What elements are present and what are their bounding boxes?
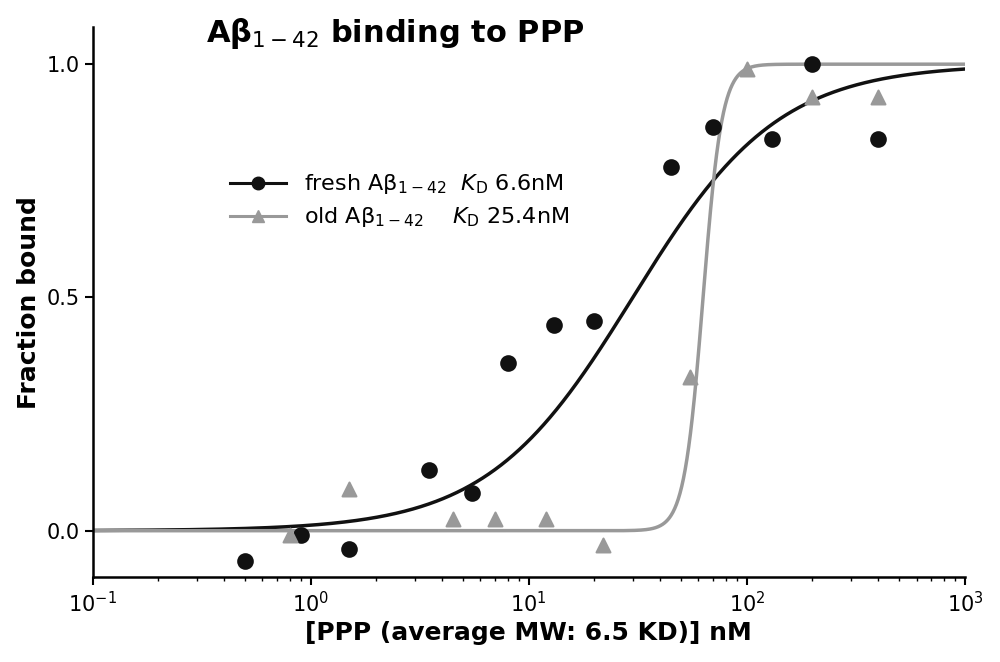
Point (804, 59, 820, 70)
Point (739, 64, 755, 74)
Point (293, 530, 309, 541)
Legend: fresh Aβ$_{1-42}$  $K_\mathrm{D}$ 6.6nM, old Aβ$_{1-42}$    $K_\mathrm{D}$ 25.4n: fresh Aβ$_{1-42}$ $K_\mathrm{D}$ 6.6nM, … (217, 159, 582, 243)
Point (421, 465, 437, 475)
Point (705, 122, 721, 132)
Point (500, 357, 516, 368)
Point (764, 134, 780, 144)
Point (595, 540, 611, 550)
Point (341, 483, 357, 494)
Point (546, 320, 562, 331)
Y-axis label: Fraction bound: Fraction bound (17, 196, 41, 408)
Text: Aβ$_{1-42}$ binding to PPP: Aβ$_{1-42}$ binding to PPP (206, 16, 584, 51)
Point (663, 162, 679, 172)
Point (237, 556, 253, 567)
X-axis label: [PPP (average MW: 6.5 KD)] nM: [PPP (average MW: 6.5 KD)] nM (305, 622, 752, 645)
Point (870, 91, 886, 102)
Point (464, 488, 480, 498)
Point (282, 530, 298, 541)
Point (586, 316, 602, 326)
Point (682, 371, 698, 382)
Point (487, 514, 503, 524)
Point (804, 91, 820, 102)
Point (341, 544, 357, 555)
Point (445, 514, 461, 524)
Point (870, 134, 886, 144)
Point (538, 514, 554, 524)
